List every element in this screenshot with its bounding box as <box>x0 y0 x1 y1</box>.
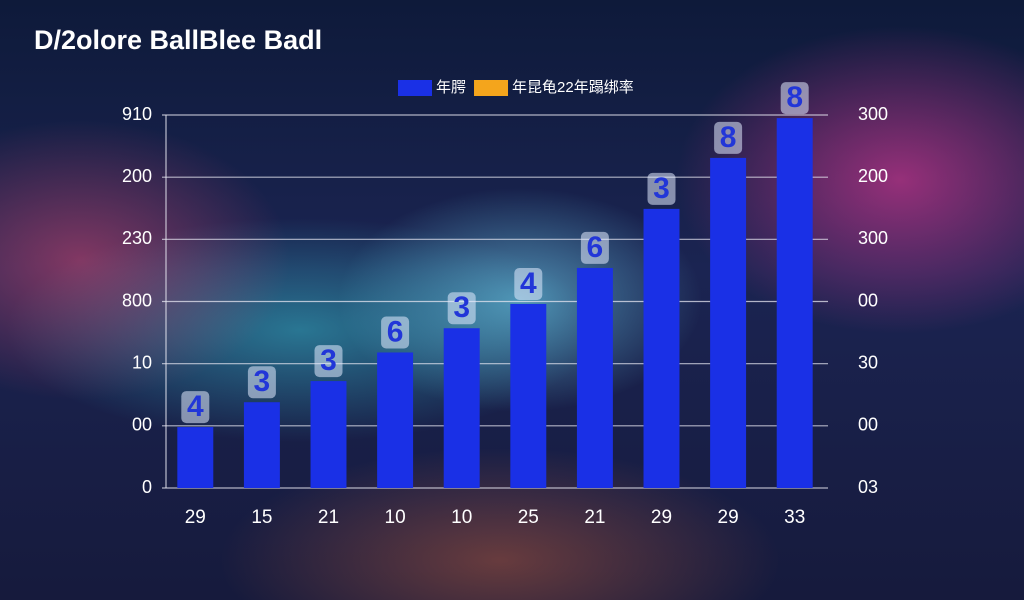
y2-tick-label: 00 <box>858 415 878 435</box>
bar <box>310 381 347 488</box>
y-tick-label: 00 <box>132 415 152 435</box>
bar <box>710 157 747 488</box>
y2-tick-label: 03 <box>858 477 878 497</box>
value-label-box <box>714 121 743 154</box>
y-tick-label: 10 <box>132 352 152 372</box>
bar <box>643 208 680 488</box>
x-tick-label: 15 <box>251 507 272 528</box>
value-label: 3 <box>653 172 670 205</box>
bar <box>377 352 414 488</box>
value-label-box <box>314 345 343 378</box>
value-label: 8 <box>720 121 737 154</box>
value-label: 8 <box>786 81 803 114</box>
bar <box>776 118 813 488</box>
x-tick-label: 21 <box>584 507 605 528</box>
bar <box>243 402 280 488</box>
value-label: 6 <box>387 315 404 348</box>
bar <box>177 427 214 488</box>
x-tick-label: 10 <box>451 507 472 528</box>
y-tick-label: 200 <box>122 166 152 186</box>
y-tick-label: 0 <box>142 477 152 497</box>
value-label: 3 <box>320 344 337 377</box>
value-label-box <box>181 391 210 424</box>
value-label-box <box>580 231 609 264</box>
x-tick-label: 21 <box>318 507 339 528</box>
value-label: 6 <box>587 231 604 264</box>
x-tick-label: 25 <box>518 507 539 528</box>
bar <box>443 328 480 488</box>
value-label: 4 <box>187 390 204 423</box>
y2-tick-label: 30 <box>858 352 878 372</box>
value-label: 4 <box>520 267 537 300</box>
value-label-box <box>514 267 543 300</box>
x-tick-label: 29 <box>718 507 739 528</box>
value-label-box <box>780 82 809 115</box>
legend-label: 年昆龟22年蹋绑率 <box>512 79 634 96</box>
value-label: 3 <box>453 291 470 324</box>
legend-swatch <box>398 80 432 96</box>
y2-tick-label: 200 <box>858 166 888 186</box>
chart-title: D/2olore BallBlee Badl <box>34 25 322 55</box>
bar <box>510 303 547 488</box>
value-label: 3 <box>254 365 271 398</box>
y-tick-label: 800 <box>122 290 152 310</box>
y-tick-label: 910 <box>122 104 152 124</box>
value-label-box <box>247 366 276 399</box>
bar <box>576 267 613 488</box>
x-tick-label: 29 <box>185 507 206 528</box>
x-tick-label: 33 <box>784 507 805 528</box>
value-label-box <box>381 316 410 349</box>
value-label-box <box>647 172 676 205</box>
x-tick-label: 29 <box>651 507 672 528</box>
value-label-box <box>447 292 476 325</box>
y2-tick-label: 300 <box>858 228 888 248</box>
x-tick-label: 10 <box>385 507 406 528</box>
y2-tick-label: 00 <box>858 290 878 310</box>
legend-label: 年腭 <box>436 79 466 96</box>
y2-tick-label: 300 <box>858 104 888 124</box>
legend-swatch <box>474 80 509 96</box>
y-tick-label: 230 <box>122 228 152 248</box>
